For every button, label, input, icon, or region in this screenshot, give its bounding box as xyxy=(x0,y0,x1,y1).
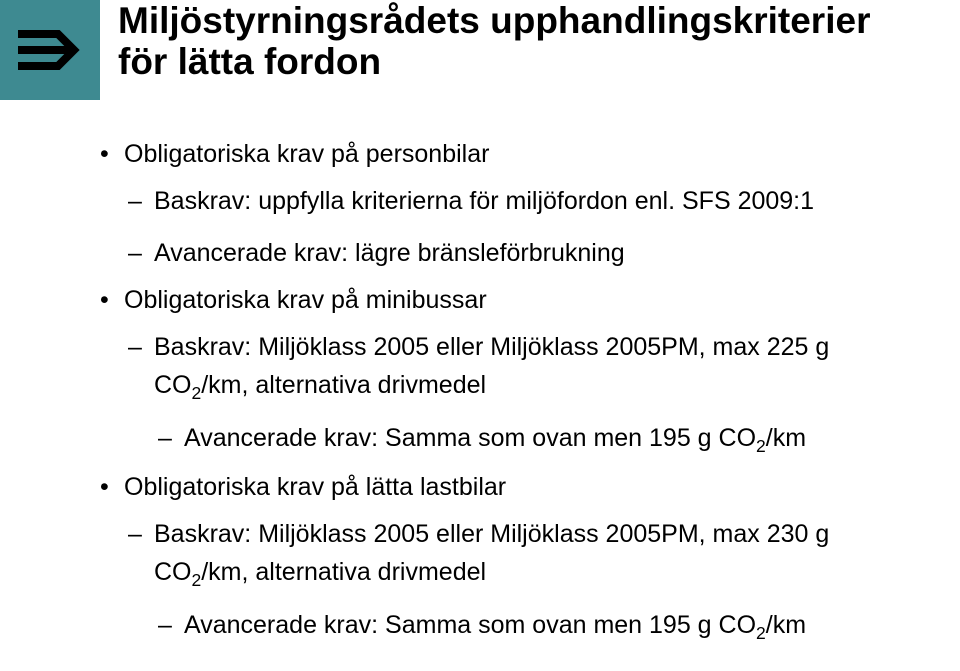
sub-bullet-text: Baskrav: uppfylla kriterierna för miljöf… xyxy=(154,187,814,215)
sub-bullet-text: Baskrav: Miljöklass 2005 eller Miljöklas… xyxy=(154,333,829,399)
subsub-bullet-item: Avancerade krav: Samma som ovan men 195 … xyxy=(154,607,920,646)
bullet-item: Obligatoriska krav på personbilar Baskra… xyxy=(100,140,920,272)
title-line-2: för lätta fordon xyxy=(118,41,960,82)
sub-bullet-item: Avancerade krav: lägre bränsleförbruknin… xyxy=(124,235,920,273)
title-line-1: Miljöstyrningsrådets upphandlingskriteri… xyxy=(118,0,960,41)
sub-bullet-text: Baskrav: Miljöklass 2005 eller Miljöklas… xyxy=(154,520,829,586)
slide-header: Miljöstyrningsrådets upphandlingskriteri… xyxy=(0,0,960,100)
logo-box xyxy=(0,0,100,100)
bullet-text: Obligatoriska krav på lätta lastbilar xyxy=(124,473,506,501)
subsub-bullet-text: Avancerade krav: Samma som ovan men 195 … xyxy=(184,424,806,452)
arrows-icon xyxy=(10,10,90,90)
bullet-item: Obligatoriska krav på minibussar Baskrav… xyxy=(100,286,920,459)
sub-bullet-item: Baskrav: Miljöklass 2005 eller Miljöklas… xyxy=(124,329,920,459)
sub-bullet-item: Baskrav: Miljöklass 2005 eller Miljöklas… xyxy=(124,516,920,646)
title-box: Miljöstyrningsrådets upphandlingskriteri… xyxy=(100,0,960,83)
bullet-text: Obligatoriska krav på minibussar xyxy=(124,286,487,314)
sub-bullet-text: Avancerade krav: lägre bränsleförbruknin… xyxy=(154,239,625,267)
slide-body: Obligatoriska krav på personbilar Baskra… xyxy=(100,140,920,660)
bullet-item: Obligatoriska krav på lätta lastbilar Ba… xyxy=(100,473,920,646)
bullet-text: Obligatoriska krav på personbilar xyxy=(124,140,489,168)
bullet-list: Obligatoriska krav på personbilar Baskra… xyxy=(100,140,920,646)
subsub-bullet-item: Avancerade krav: Samma som ovan men 195 … xyxy=(154,420,920,459)
sub-bullet-item: Baskrav: uppfylla kriterierna för miljöf… xyxy=(124,183,920,221)
subsub-bullet-text: Avancerade krav: Samma som ovan men 195 … xyxy=(184,611,806,639)
